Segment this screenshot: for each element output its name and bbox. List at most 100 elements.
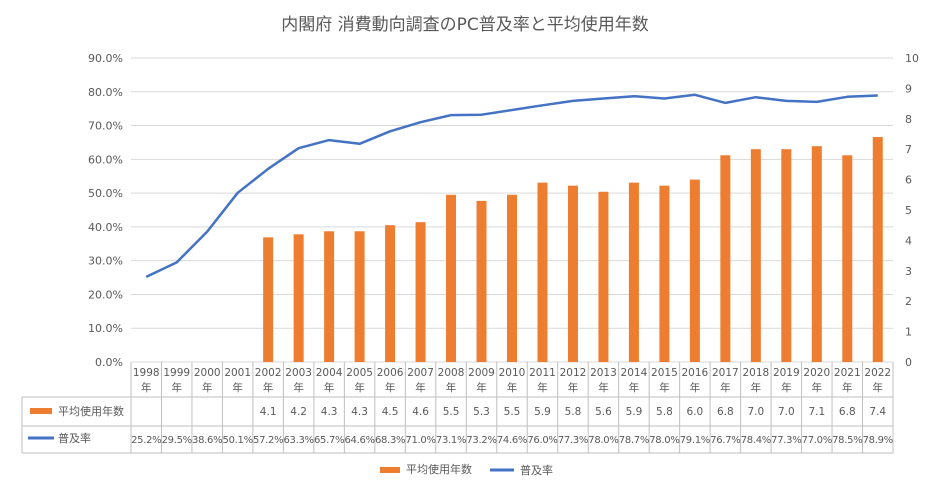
table-value-bar: 4.1 <box>260 406 277 418</box>
table-value-bar: 6.8 <box>839 406 856 418</box>
category-label: 2012 年 <box>560 367 587 394</box>
category-label: 2021 年 <box>834 367 861 394</box>
category-label: 2001 年 <box>224 367 251 394</box>
category-label: 2010 年 <box>499 367 526 394</box>
legend-label: 普及率 <box>520 463 553 477</box>
table-value-line: 38.6% <box>192 435 222 446</box>
y-right-tick-label: 10 <box>905 52 919 65</box>
table-value-line: 78.0% <box>588 435 618 446</box>
table-value-bar: 6.0 <box>687 406 704 418</box>
category-label: 2022 年 <box>864 367 891 394</box>
y-right-tick-label: 1 <box>905 326 912 339</box>
category-label: 2006 年 <box>377 367 404 394</box>
table-value-bar: 4.6 <box>412 406 429 418</box>
table-value-line: 73.2% <box>466 435 496 446</box>
category-label: 2020 年 <box>803 367 830 394</box>
category-label: 2002 年 <box>255 367 282 394</box>
category-label: 2019 年 <box>773 367 800 394</box>
bar <box>628 182 639 362</box>
table-value-line: 76.0% <box>527 435 557 446</box>
table-value-bar: 4.3 <box>321 406 338 418</box>
y-left-tick-label: 20.0% <box>88 288 123 301</box>
category-label: 2011 年 <box>529 367 556 394</box>
table-value-line: 74.6% <box>497 435 527 446</box>
table-value-bar: 7.0 <box>778 406 795 418</box>
bar <box>324 231 335 362</box>
y-left-tick-label: 50.0% <box>88 187 123 200</box>
bar <box>385 225 396 362</box>
category-label: 2018 年 <box>742 367 769 394</box>
table-value-line: 25.2% <box>131 435 161 446</box>
category-label: 1998 年 <box>133 367 160 394</box>
category-label: 2009 年 <box>468 367 495 394</box>
table-value-line: 64.6% <box>344 435 374 446</box>
bar <box>476 200 487 362</box>
table-value-bar: 5.3 <box>473 406 490 418</box>
table-value-line: 63.3% <box>283 435 313 446</box>
table-value-line: 79.1% <box>680 435 710 446</box>
y-right-tick-label: 5 <box>905 204 912 217</box>
bar <box>354 231 365 362</box>
table-value-bar: 5.5 <box>443 406 460 418</box>
table-value-line: 77.0% <box>802 435 832 446</box>
category-label: 2000 年 <box>194 367 221 394</box>
category-label: 2003 年 <box>285 367 312 394</box>
bar <box>263 237 274 362</box>
table-value-bar: 4.2 <box>290 406 307 418</box>
table-value-bar: 6.8 <box>717 406 734 418</box>
y-right-tick-label: 3 <box>905 265 912 278</box>
table-value-bar: 7.1 <box>808 406 825 418</box>
table-value-line: 77.3% <box>558 435 588 446</box>
table-value-line: 76.7% <box>710 435 740 446</box>
bar <box>689 179 700 362</box>
y-right-tick-label: 0 <box>905 356 912 369</box>
category-label: 2004 年 <box>316 367 343 394</box>
table-value-line: 29.5% <box>162 435 192 446</box>
table-value-line: 78.0% <box>649 435 679 446</box>
table-value-bar: 7.4 <box>869 406 886 418</box>
y-left-tick-label: 40.0% <box>88 221 123 234</box>
y-left-tick-label: 80.0% <box>88 86 123 99</box>
y-left-tick-label: 30.0% <box>88 255 123 268</box>
y-right-tick-label: 8 <box>905 113 912 126</box>
table-value-line: 65.7% <box>314 435 344 446</box>
bar <box>811 146 822 362</box>
table-value-line: 50.1% <box>223 435 253 446</box>
y-left-tick-label: 0.0% <box>95 356 123 369</box>
table-series-name: 普及率 <box>58 431 91 445</box>
table-value-bar: 5.9 <box>534 406 551 418</box>
bar <box>842 155 853 362</box>
bar <box>750 149 761 362</box>
category-label: 2016 年 <box>682 367 709 394</box>
table-value-bar: 5.8 <box>656 406 673 418</box>
table-value-bar: 7.0 <box>747 406 764 418</box>
table-value-line: 57.2% <box>253 435 283 446</box>
bar <box>446 194 457 362</box>
y-right-tick-label: 6 <box>905 174 912 187</box>
y-left-tick-label: 10.0% <box>88 322 123 335</box>
bar <box>507 194 517 362</box>
category-label: 2017 年 <box>712 367 739 394</box>
y-left-tick-label: 90.0% <box>88 52 123 65</box>
table-value-line: 71.0% <box>405 435 435 446</box>
category-label: 2005 年 <box>346 367 373 394</box>
table-value-line: 73.1% <box>436 435 466 446</box>
legend-swatch-bar <box>380 467 400 473</box>
category-label: 2014 年 <box>621 367 648 394</box>
y-right-tick-label: 7 <box>905 143 912 156</box>
table-value-bar: 4.3 <box>351 406 368 418</box>
table-value-bar: 5.6 <box>595 406 612 418</box>
table-value-line: 78.4% <box>741 435 771 446</box>
table-series-name: 平均使用年数 <box>58 404 124 418</box>
bar <box>872 137 883 362</box>
bar <box>567 185 578 362</box>
table-value-line: 78.7% <box>619 435 649 446</box>
bar <box>415 222 426 362</box>
bar <box>537 182 548 362</box>
category-label: 1999 年 <box>163 367 190 394</box>
category-label: 2008 年 <box>438 367 465 394</box>
y-left-tick-label: 70.0% <box>88 120 123 133</box>
table-key-bar <box>30 408 52 414</box>
